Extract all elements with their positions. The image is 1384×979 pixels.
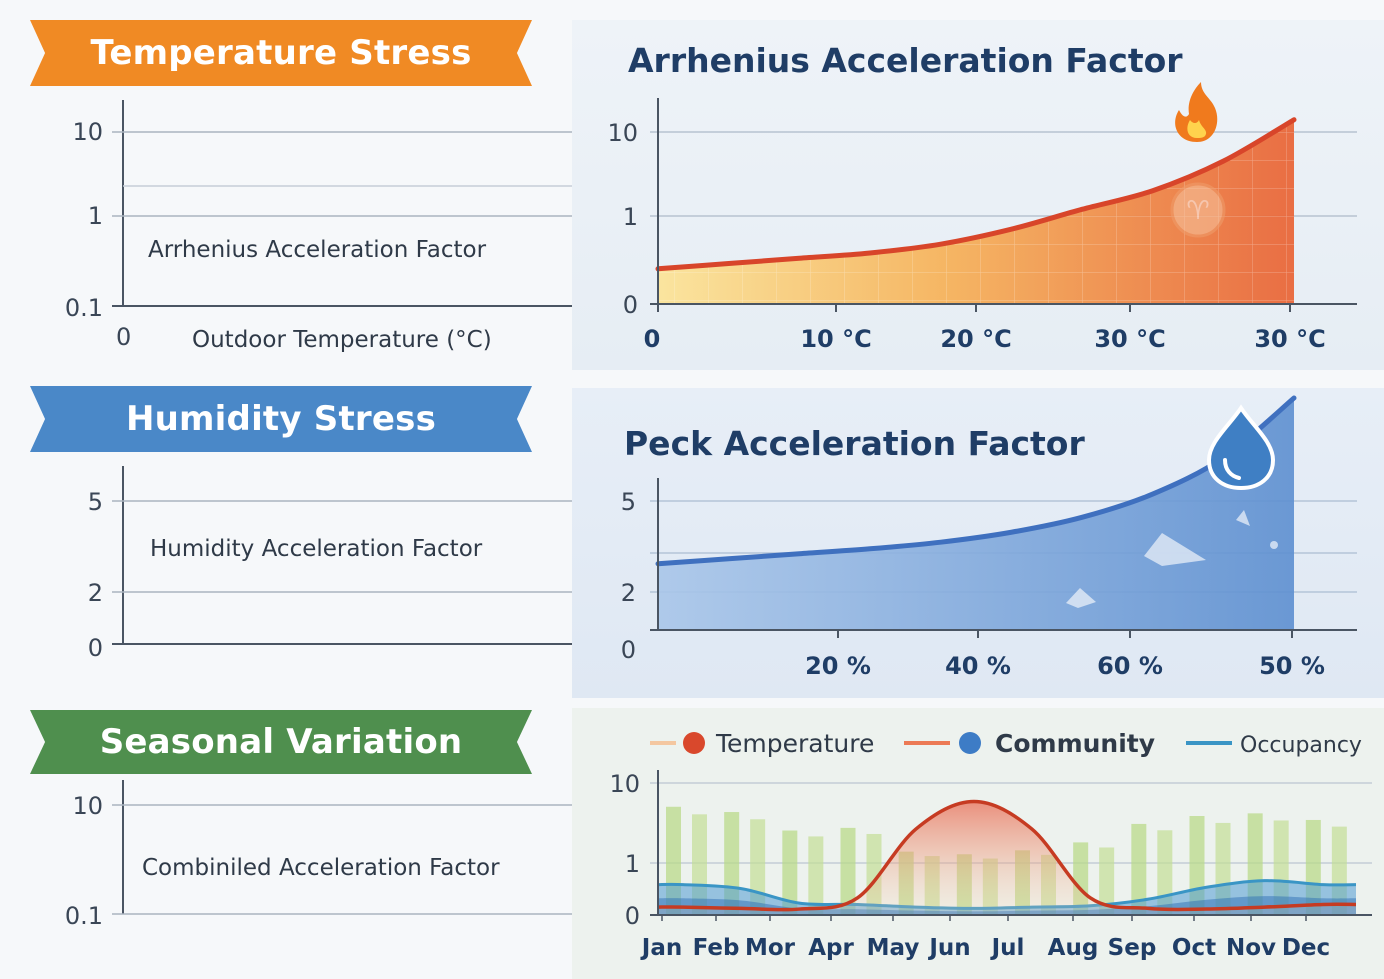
x-tick-label: Apr bbox=[808, 935, 854, 961]
area-shape bbox=[658, 398, 1294, 630]
x-tick-label: Aug bbox=[1048, 935, 1099, 961]
peck-chart: Peck Acceleration Factor 5 2 0 20 % 40 % 60 %… bbox=[572, 388, 1384, 698]
seasonal-left-axis: 10 0.1 Combiniled Acceleration Factor bbox=[65, 780, 572, 930]
x-tick-label: 30 °C bbox=[1254, 325, 1325, 353]
x-tick-label: Mor bbox=[745, 935, 796, 961]
legend-label: Occupancy bbox=[1240, 733, 1362, 758]
x-tick-label: 0 bbox=[644, 325, 661, 353]
x-tick-label: 60 % bbox=[1097, 652, 1163, 680]
crystal-decoration-icon bbox=[1066, 510, 1278, 608]
occupancy-bar bbox=[808, 836, 824, 915]
seasonal-row: Seasonal Variation 10 0.1 Combiniled Acc… bbox=[0, 700, 1384, 979]
legend: Temperature Community Occupancy bbox=[650, 729, 1362, 758]
svg-text:♈: ♈ bbox=[1186, 196, 1209, 226]
area-fill bbox=[658, 398, 1294, 630]
x-tick-label: 20 % bbox=[805, 652, 871, 680]
humidity-row: Humidity Stress 5 2 0 Humidity Accelerat… bbox=[0, 380, 1384, 698]
temperature-curve bbox=[657, 799, 1357, 912]
left-axis-label: Humidity Acceleration Factor bbox=[150, 536, 483, 562]
left-axis-label: Combiniled Acceleration Factor bbox=[142, 855, 500, 881]
y-tick-label: 0 bbox=[625, 902, 640, 930]
x-tick-label: 50 % bbox=[1259, 652, 1325, 680]
left-x-origin: 0 bbox=[116, 323, 131, 351]
y-tick-label: 1 bbox=[625, 850, 640, 878]
banner-title: Temperature Stress bbox=[90, 33, 472, 73]
occupancy-bar bbox=[840, 827, 856, 915]
left-tick: 0 bbox=[88, 634, 103, 662]
y-tick-label: 0 bbox=[621, 636, 636, 664]
x-tick-label: Dec bbox=[1282, 935, 1330, 961]
y-tick-label: 2 bbox=[621, 579, 636, 607]
occupancy-bar bbox=[1099, 847, 1115, 915]
x-tick-label: 40 % bbox=[945, 652, 1011, 680]
y-tick-label: 10 bbox=[609, 770, 640, 798]
temperature-row: Temperature Stress 10 1 0.1 Arrhenius Ac… bbox=[0, 0, 1384, 372]
left-axis-label: Arrhenius Acceleration Factor bbox=[148, 237, 487, 263]
temperature-stress-banner: Temperature Stress bbox=[30, 20, 532, 86]
legend-community-marker bbox=[959, 732, 981, 754]
y-tick-label: 0 bbox=[623, 291, 638, 319]
y-tick-label: 5 bbox=[621, 488, 636, 516]
humidity-stress-banner: Humidity Stress bbox=[30, 386, 532, 452]
data-line bbox=[655, 395, 1297, 567]
seasonal-variation-banner: Seasonal Variation bbox=[30, 710, 532, 774]
temperature-area bbox=[658, 801, 1356, 915]
occupancy-bar bbox=[782, 830, 798, 915]
x-tick-label: May bbox=[867, 935, 920, 961]
left-x-label: Outdoor Temperature (°C) bbox=[192, 327, 492, 353]
waves bbox=[657, 799, 1357, 915]
banner-title: Seasonal Variation bbox=[99, 722, 463, 762]
left-tick: 10 bbox=[72, 118, 103, 146]
left-tick: 1 bbox=[88, 202, 103, 230]
legend-label: Community bbox=[995, 729, 1155, 758]
humidity-left-axis: 5 2 0 Humidity Acceleration Factor bbox=[88, 466, 572, 662]
panel-title: Arrhenius Acceleration Factor bbox=[628, 41, 1183, 80]
flame-icon bbox=[1175, 82, 1218, 142]
banner-title: Humidity Stress bbox=[125, 399, 437, 439]
peck-curve bbox=[655, 395, 1297, 567]
panel-title: Peck Acceleration Factor bbox=[624, 424, 1085, 463]
left-tick: 0.1 bbox=[65, 902, 103, 930]
temperature-left-axis: 10 1 0.1 Arrhenius Acceleration Factor 0… bbox=[65, 100, 572, 353]
left-tick: 5 bbox=[88, 488, 103, 516]
x-tick-label: 20 °C bbox=[940, 325, 1011, 353]
x-tick-label: Oct bbox=[1172, 935, 1216, 961]
x-tick-label: Jul bbox=[990, 935, 1025, 961]
occupancy-bar bbox=[1131, 823, 1147, 915]
left-tick: 0.1 bbox=[65, 294, 103, 322]
x-tick-label: Nov bbox=[1226, 935, 1276, 961]
water-drop-icon bbox=[1206, 404, 1276, 491]
legend-temperature-marker bbox=[683, 732, 705, 754]
x-tick-label: 10 °C bbox=[800, 325, 871, 353]
thermal-badge-icon: ♈ bbox=[1170, 182, 1226, 238]
left-tick: 2 bbox=[88, 579, 103, 607]
y-tick-label: 10 bbox=[607, 119, 638, 147]
data-line bbox=[655, 117, 1297, 272]
x-tick-label: 30 °C bbox=[1094, 325, 1165, 353]
x-tick-label: Sep bbox=[1108, 935, 1157, 961]
legend-label: Temperature bbox=[715, 729, 874, 758]
arrhenius-curve bbox=[655, 117, 1297, 272]
x-tick-label: Jun bbox=[927, 935, 970, 961]
x-tick-label: Feb bbox=[693, 935, 740, 961]
y-tick-label: 1 bbox=[623, 203, 638, 231]
axes: 5 2 0 20 % 40 % 60 % 50 % bbox=[621, 478, 1357, 680]
x-tick-label: Jan bbox=[640, 935, 682, 961]
left-tick: 10 bbox=[72, 792, 103, 820]
